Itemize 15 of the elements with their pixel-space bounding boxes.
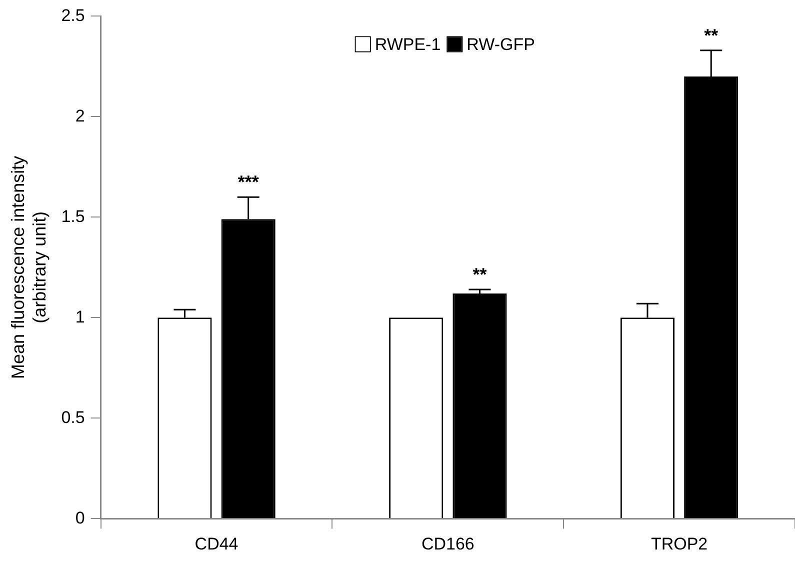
y-tick-label: 0.5 <box>61 408 85 427</box>
y-tick-label: 2.5 <box>61 6 85 25</box>
annotation: *** <box>238 172 259 192</box>
x-tick-label: CD166 <box>421 534 474 554</box>
y-tick-label: 1.5 <box>61 206 85 226</box>
x-tick-label: CD44 <box>194 534 238 554</box>
legend-label: RWPE-1 <box>374 34 441 54</box>
y-tick-label: 1 <box>75 307 85 326</box>
y-tick-label: 0 <box>75 508 85 528</box>
annotation: ** <box>472 264 487 284</box>
annotation: ** <box>704 25 718 46</box>
y-axis-title: Mean fluorescence intensity (arbitrary unit) <box>8 156 50 379</box>
y-tick-label: 2 <box>75 106 85 126</box>
legend-label: RW-GFP <box>466 34 535 54</box>
x-tick-label: TROP2 <box>650 534 708 554</box>
